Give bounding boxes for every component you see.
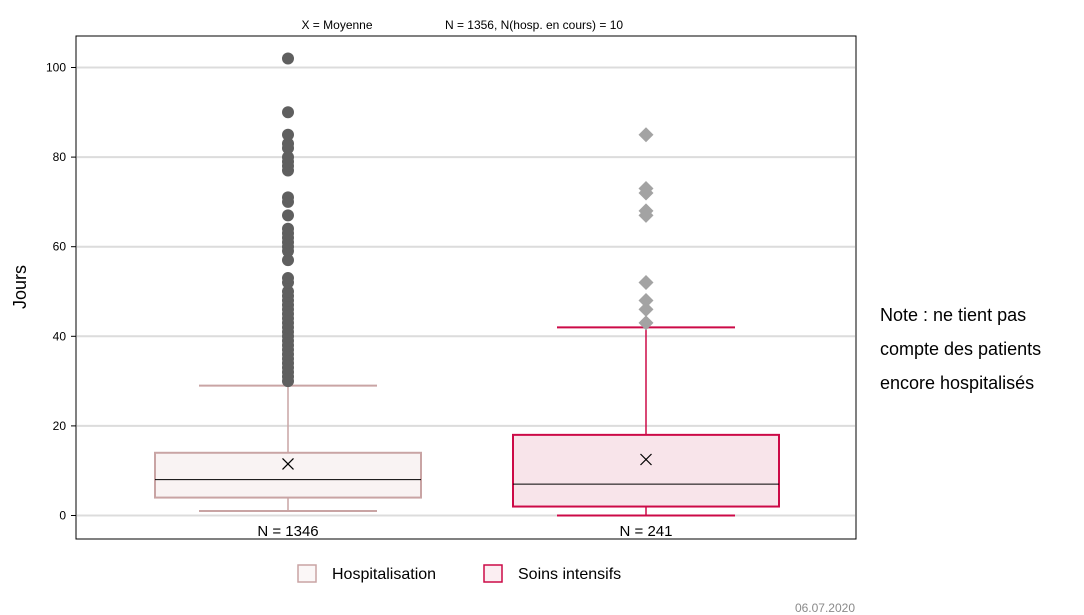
header-count-label: N = 1356, N(hosp. en cours) = 10 — [445, 18, 623, 32]
plot-frame — [75, 35, 857, 540]
y-axis-label: Jours — [10, 265, 30, 309]
outlier-point — [282, 137, 294, 150]
legend-swatch — [297, 564, 317, 583]
outlier-point — [638, 275, 654, 291]
outlier-point — [282, 272, 294, 285]
note-text: Note : ne tient pas compte des patients … — [880, 305, 1042, 393]
outlier-point — [282, 209, 294, 222]
y-tick-label: 20 — [53, 419, 67, 433]
outlier-point — [282, 106, 294, 119]
outlier-point — [282, 222, 294, 235]
mean-marker — [282, 458, 294, 470]
y-tick-label: 100 — [46, 61, 66, 75]
outlier-point — [638, 292, 654, 308]
count-label: N = 1346 — [257, 523, 318, 540]
y-tick-label: 80 — [53, 150, 67, 164]
mean-marker — [640, 453, 652, 466]
outlier-point — [282, 128, 294, 141]
box-group: N = 241 — [512, 127, 780, 540]
outlier-point — [282, 285, 294, 298]
y-tick-label: 60 — [53, 240, 67, 254]
box-group: N = 1346 — [154, 52, 422, 540]
y-axis: 0 20 40 60 80 100 — [46, 61, 76, 523]
box — [154, 451, 422, 499]
count-label: N = 241 — [620, 523, 673, 540]
box — [512, 433, 780, 508]
outlier-point — [282, 191, 294, 204]
y-tick-label: 40 — [53, 329, 67, 343]
outlier-point — [638, 127, 654, 143]
header-mean-label: X = Moyenne — [301, 18, 372, 32]
boxes: N = 1346 N = 241 — [154, 52, 780, 540]
legend-swatch — [483, 564, 503, 583]
date-label: 06.07.2020 — [795, 601, 855, 615]
outlier-point — [282, 52, 294, 65]
legend: Hospitalisation Soins intensifs — [297, 564, 621, 583]
outlier-point — [282, 254, 294, 267]
outlier-point — [638, 180, 654, 196]
legend-label: Hospitalisation — [332, 566, 436, 583]
outlier-point — [638, 301, 654, 317]
legend-label: Soins intensifs — [518, 566, 621, 583]
outlier-point — [638, 315, 654, 331]
outlier-point — [638, 203, 654, 219]
y-tick-label: 0 — [59, 509, 66, 523]
outlier-point — [282, 151, 294, 164]
